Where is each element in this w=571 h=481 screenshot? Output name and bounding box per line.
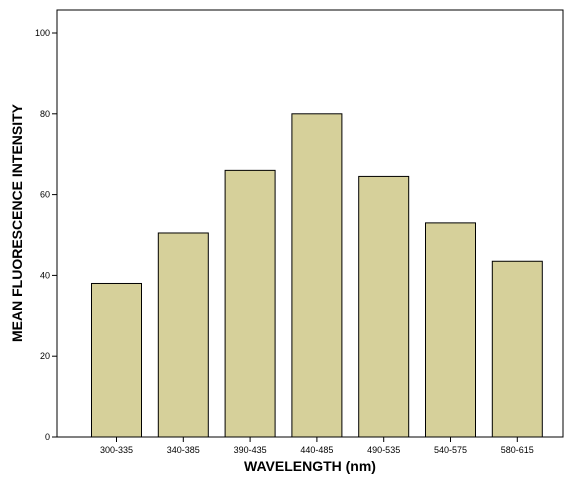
bar-580-615	[491, 260, 543, 438]
y-axis: 0 20 40 60 80 100	[35, 28, 57, 442]
x-tick-label: 440-485	[300, 445, 333, 455]
bar-490-535	[358, 175, 410, 438]
x-tick-label: 340-385	[167, 445, 200, 455]
bar-440-485	[291, 113, 343, 438]
y-tick-label: 80	[40, 109, 50, 119]
y-axis-title: MEAN FLUORESCENCE INTENSITY	[9, 103, 25, 342]
bar-390-435	[224, 169, 276, 438]
bar-340-385	[157, 232, 209, 438]
x-axis: 300-335 340-385 390-435 440-485 490-535 540-5…	[100, 437, 534, 455]
x-tick-label: 490-535	[367, 445, 400, 455]
x-tick-label: 390-435	[234, 445, 267, 455]
x-axis-title: WAVELENGTH (nm)	[244, 458, 376, 474]
bars	[91, 113, 543, 438]
y-tick-label: 0	[45, 432, 50, 442]
bar-540-575	[425, 222, 476, 438]
y-tick-label: 60	[40, 190, 50, 200]
y-tick-label: 100	[35, 28, 50, 38]
y-tick-label: 40	[40, 270, 50, 280]
x-tick-label: 300-335	[100, 445, 133, 455]
x-tick-label: 580-615	[501, 445, 534, 455]
x-tick-label: 540-575	[434, 445, 467, 455]
bar-300-335	[91, 282, 142, 438]
y-tick-label: 20	[40, 351, 50, 361]
